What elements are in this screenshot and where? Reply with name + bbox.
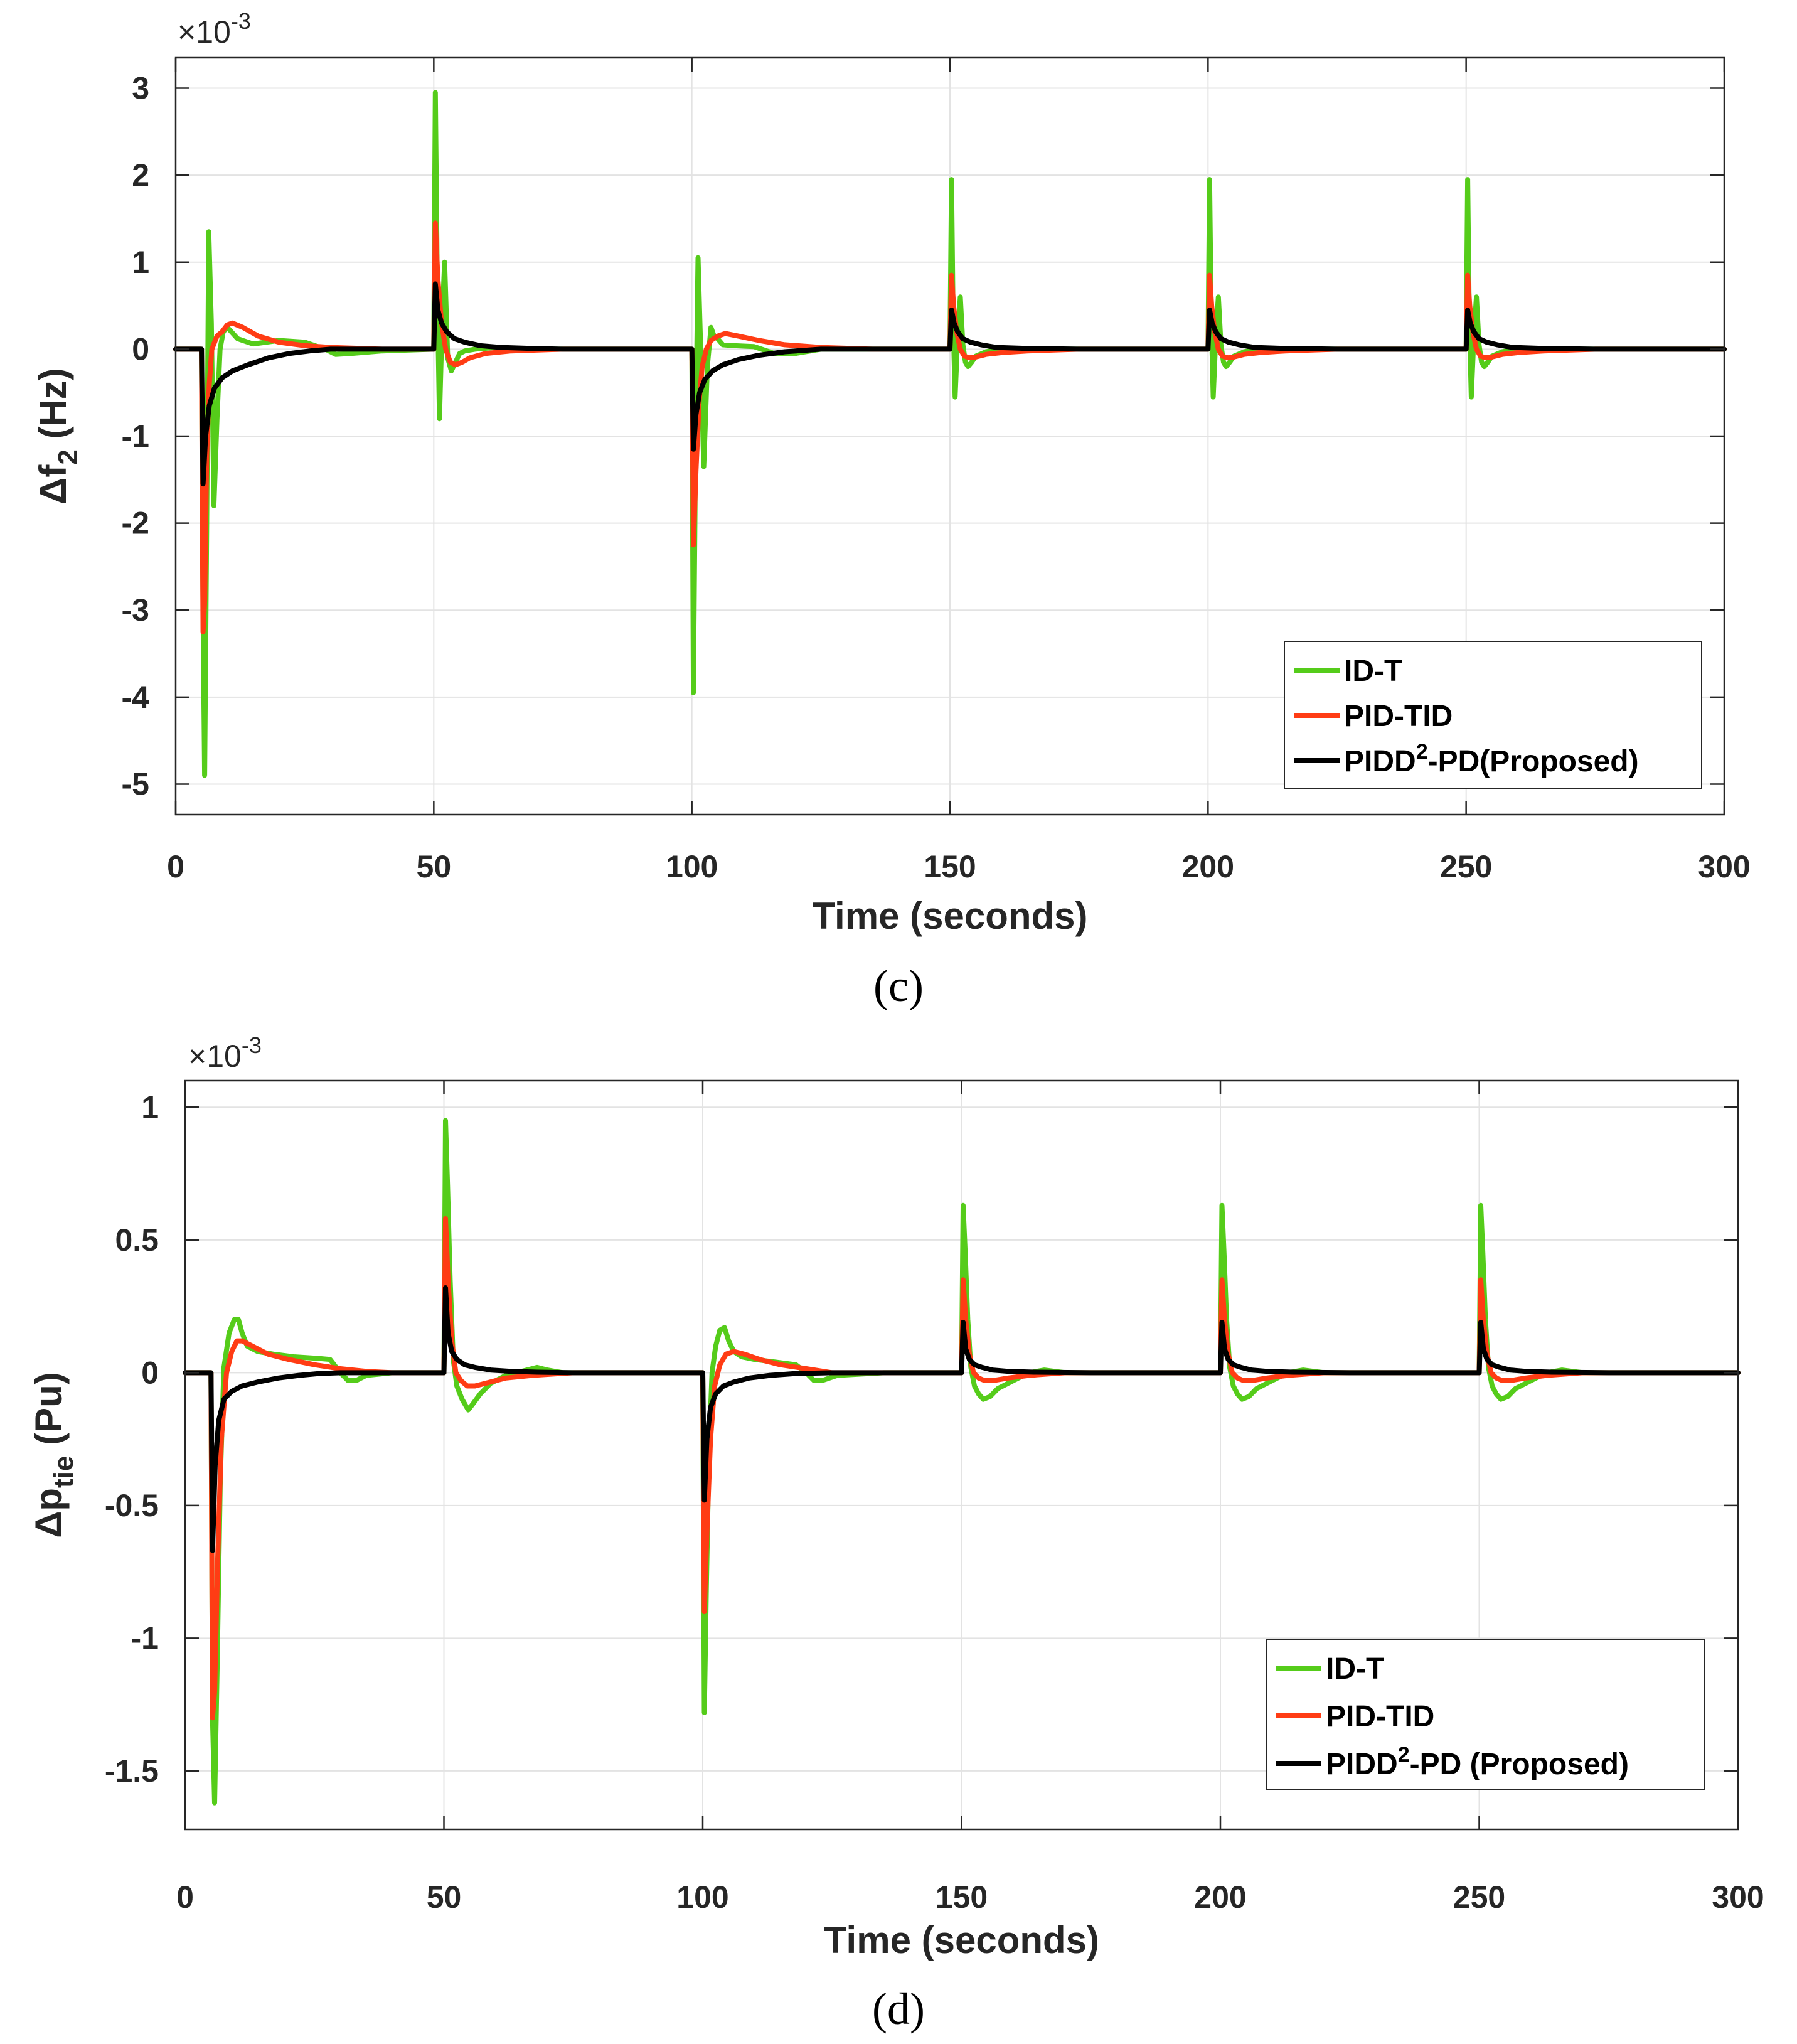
y-tick-label: 0.5 <box>115 1223 159 1258</box>
legend-entry-label: ID-T <box>1326 1652 1384 1686</box>
chart-d: 0 50 100 150 200 250 300 1 0.5 0 -0.5 -1 -1.5 ×10-3 Ti… <box>28 1032 1764 1961</box>
legend-box <box>1266 1639 1705 1790</box>
y-axis-label-unit: (Pu) <box>28 1372 70 1455</box>
legend-entry-superscript: 2 <box>1416 740 1428 764</box>
x-tick-label: 0 <box>176 1880 194 1915</box>
legend: ID-T PID-TID PIDD2-PD (Proposed) <box>1266 1639 1705 1790</box>
legend-entry-main: PIDD <box>1344 745 1416 778</box>
legend-entry-tail: -PD(Proposed) <box>1428 745 1639 778</box>
x-tick-label: 200 <box>1194 1880 1246 1915</box>
y-tick-label: 3 <box>132 71 149 106</box>
legend-entry-tail: -PD (Proposed) <box>1410 1748 1629 1781</box>
y-tick-label: 2 <box>132 158 149 193</box>
x-axis-label: Time (seconds) <box>824 1919 1099 1961</box>
y-tick-label: -4 <box>122 680 150 715</box>
x-tick-label: 250 <box>1453 1880 1505 1915</box>
y-axis-label: Δptie (Pu) <box>28 1372 79 1538</box>
series-line-pidd-pd-proposed- <box>173 281 1727 487</box>
y-axis-label-subscript: tie <box>48 1456 79 1488</box>
y-tick-label: -3 <box>122 592 149 628</box>
y-tick-label: -1 <box>131 1620 159 1656</box>
axis-exponent-power: -3 <box>231 8 251 34</box>
y-axis-label-main: Δp <box>28 1488 70 1538</box>
legend-entry-main: PID-TID <box>1344 700 1453 733</box>
y-tick-label: -0.5 <box>105 1488 159 1523</box>
legend-entry-label: PID-TID <box>1326 1700 1434 1733</box>
panel-label-d: (d) <box>872 1984 925 2034</box>
x-tick-label: 300 <box>1712 1880 1764 1915</box>
legend-box <box>1284 641 1702 789</box>
x-tick-label: 150 <box>924 849 976 884</box>
y-tick-label: 1 <box>132 245 149 280</box>
legend-entry-main: ID-T <box>1344 655 1402 688</box>
legend-entry-label: ID-T <box>1344 655 1402 688</box>
y-tick-label: 0 <box>141 1355 159 1390</box>
legend-entry-label: PIDD2-PD(Proposed) <box>1344 740 1639 778</box>
y-axis-label: Δf2 (Hz) <box>32 368 83 505</box>
axis-exponent-base: ×10 <box>188 1039 242 1074</box>
legend-entry-label: PIDD2-PD (Proposed) <box>1326 1743 1629 1781</box>
legend-entry-main: ID-T <box>1326 1652 1384 1686</box>
x-tick-label: 50 <box>427 1880 462 1915</box>
axis-exponent-base: ×10 <box>178 14 231 50</box>
x-tick-label: 0 <box>167 849 184 884</box>
y-tick-label: -5 <box>122 766 149 801</box>
x-tick-label: 50 <box>417 849 452 884</box>
x-axis-label: Time (seconds) <box>812 895 1087 937</box>
x-tick-label: 200 <box>1182 849 1234 884</box>
legend-entry-main: PID-TID <box>1326 1700 1434 1733</box>
y-tick-label: -2 <box>122 506 149 541</box>
axis-exponent-label: ×10-3 <box>178 8 251 50</box>
axis-exponent-label: ×10-3 <box>188 1032 262 1074</box>
series-line-pidd-pd-proposed- <box>183 1285 1741 1553</box>
x-tick-label: 150 <box>936 1880 988 1915</box>
x-tick-label: 100 <box>666 849 718 884</box>
y-axis-label-subscript: 2 <box>53 449 83 464</box>
y-tick-label: -1.5 <box>105 1753 159 1789</box>
legend-entry-superscript: 2 <box>1398 1743 1410 1767</box>
panel-label-c: (c) <box>873 961 924 1011</box>
x-tick-label: 100 <box>676 1880 728 1915</box>
legend-entry-label: PID-TID <box>1344 700 1453 733</box>
y-tick-label: 1 <box>141 1089 159 1125</box>
y-tick-label: 0 <box>132 331 149 367</box>
legend-entry-main: PIDD <box>1326 1748 1398 1781</box>
y-axis-label-main: Δf <box>32 464 74 505</box>
x-tick-label: 250 <box>1440 849 1492 884</box>
y-axis-label-unit: (Hz) <box>32 368 74 449</box>
chart-c: 0 50 100 150 200 250 3003210-1-2-3-4-5×10-3Tim… <box>32 8 1751 937</box>
legend: ID-T PID-TID PIDD2-PD(Proposed) <box>1284 641 1702 789</box>
y-tick-label: -1 <box>122 419 149 454</box>
axis-exponent-power: -3 <box>242 1032 262 1058</box>
x-tick-label: 300 <box>1698 849 1750 884</box>
